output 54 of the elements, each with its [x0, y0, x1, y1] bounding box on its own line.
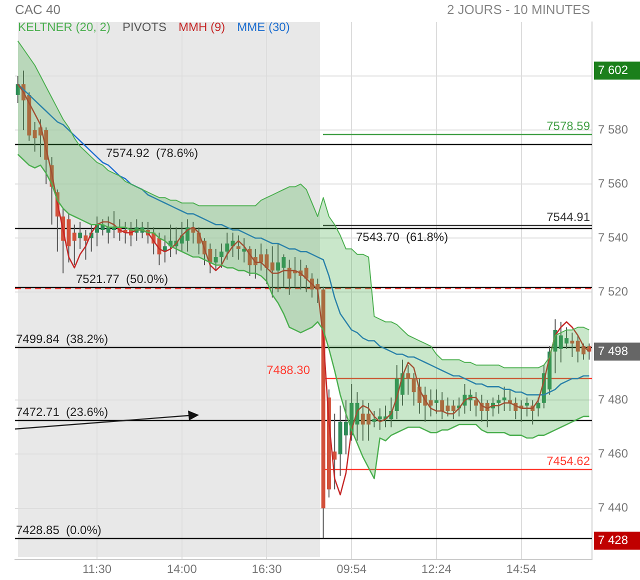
- y-tick-label: 7 580: [598, 122, 628, 136]
- candlestick: [78, 221, 82, 250]
- candlestick: [372, 410, 376, 428]
- ref-line-label: 7472.71 (23.6%): [16, 404, 108, 419]
- candlestick: [270, 246, 274, 298]
- candlestick: [451, 400, 456, 420]
- candlestick: [214, 248, 218, 272]
- ref-line-label: 7488.30: [266, 362, 310, 377]
- y-tick-label: 7 480: [598, 392, 628, 407]
- x-tick-label: 12:24: [421, 562, 452, 576]
- candlestick: [406, 364, 410, 396]
- candlestick: [570, 332, 574, 358]
- x-tick-label: 09:54: [336, 562, 367, 576]
- candlestick: [524, 397, 529, 417]
- ref-line-label: 7454.62: [546, 454, 590, 468]
- candlestick: [446, 397, 450, 417]
- chart-title: CAC 40: [15, 2, 61, 17]
- text: MMH (9): [178, 20, 226, 34]
- chart-subtitle: 2 JOURS - 10 MINUTES: [446, 2, 590, 17]
- ref-line-label: 7544.91: [546, 210, 590, 224]
- x-tick-label: 11:30: [82, 562, 112, 576]
- candlestick: [84, 230, 88, 260]
- candlestick: [496, 394, 501, 414]
- candlestick: [304, 264, 308, 293]
- ref-line-label: 7574.92 (78.6%): [106, 146, 198, 160]
- ref-line-label: 7428.85 (0.0%): [16, 522, 102, 537]
- y-tick-label: 7 498: [598, 344, 628, 358]
- candlestick: [502, 386, 506, 412]
- ref-line-label: 7578.59: [546, 118, 590, 133]
- candlestick: [219, 243, 224, 268]
- candlestick: [72, 224, 76, 266]
- candlestick: [434, 388, 438, 414]
- candlestick: [236, 234, 240, 260]
- y-tick-label: 7 602: [598, 62, 628, 77]
- candlestick: [440, 392, 444, 420]
- text: MME (30): [237, 20, 290, 34]
- series-label: KELTNER (20, 2): [18, 20, 110, 34]
- x-tick-label: 14:54: [506, 562, 537, 576]
- candlestick: [225, 232, 230, 260]
- y-tick-label: 7 560: [598, 176, 628, 190]
- candlestick: [428, 388, 433, 417]
- annotation: PIVOTS: [122, 20, 166, 34]
- y-tick-label: 7 440: [598, 500, 628, 515]
- candlestick: [242, 238, 246, 263]
- ref-line-label: 7543.70 (61.8%): [356, 230, 448, 244]
- candlestick: [508, 388, 512, 412]
- y-tick-label: 7 460: [598, 446, 628, 461]
- y-tick-label: 7 520: [598, 284, 628, 298]
- y-tick-label: 7 428: [598, 533, 628, 547]
- x-tick-label: 16:30: [252, 562, 282, 576]
- y-tick-label: 7 540: [598, 230, 628, 244]
- ref-line-label: 7499.84 (38.2%): [16, 332, 108, 346]
- x-tick-label: 14:00: [166, 562, 198, 576]
- ref-line-label: 7521.77 (50.0%): [76, 272, 168, 286]
